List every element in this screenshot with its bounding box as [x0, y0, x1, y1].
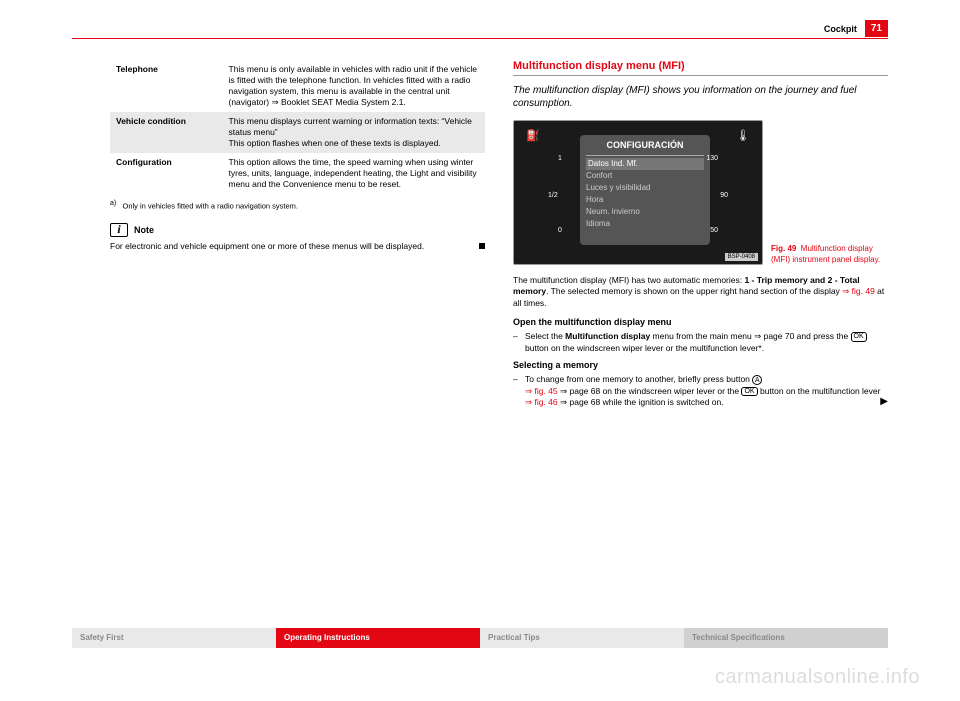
- menu-table: Telephone This menu is only available in…: [110, 60, 485, 194]
- screen-title: CONFIGURACIÓN: [586, 139, 704, 156]
- gauge-mark: 1: [558, 155, 562, 162]
- bullet-text: Select the Multifunction display menu fr…: [525, 331, 888, 354]
- screen-item: Confort: [586, 170, 704, 182]
- text: Select the: [525, 331, 565, 341]
- gauge-mark: 130: [706, 155, 718, 162]
- page-header: Cockpit 71: [824, 20, 888, 37]
- text: ⇒ page 68 while the ignition is switched…: [558, 397, 724, 407]
- end-marker-icon: [479, 243, 485, 249]
- bullet-dash: –: [513, 331, 525, 354]
- note-label: Note: [134, 225, 154, 235]
- footnote: a) Only in vehicles fitted with a radio …: [110, 200, 485, 211]
- fig-reference: ⇒ fig. 45: [525, 386, 558, 396]
- right-column: Multifunction display menu (MFI) The mul…: [513, 60, 888, 415]
- watermark: carmanualsonline.info: [715, 666, 920, 689]
- left-column: Telephone This menu is only available in…: [110, 60, 485, 415]
- bullet-item: – To change from one memory to another, …: [513, 374, 888, 408]
- footnote-text: Only in vehicles fitted with a radio nav…: [123, 202, 299, 211]
- table-val: This option allows the time, the speed w…: [223, 153, 486, 194]
- section-label: Cockpit: [824, 24, 865, 34]
- ok-button-icon: OK: [741, 387, 757, 397]
- note-text: For electronic and vehicle equipment one…: [110, 241, 485, 252]
- screen-item: Neum. invierno: [586, 206, 704, 218]
- table-row: Vehicle condition This menu displays cur…: [110, 112, 485, 153]
- sub-heading: Selecting a memory: [513, 360, 888, 370]
- figure-block: ⛽ 🌡 1 1/2 0 CONFIGURACIÓN Datos Ind. Mf.…: [513, 120, 888, 265]
- fuel-gauge: 1 1/2 0: [518, 127, 576, 257]
- text-bold: Multifunction display: [565, 331, 650, 341]
- screen-item: Idioma: [586, 218, 704, 230]
- display-screen: CONFIGURACIÓN Datos Ind. Mf. Confort Luc…: [580, 135, 710, 245]
- text: The multifunction display (MFI) has two …: [513, 275, 744, 285]
- bullet-text: To change from one memory to another, br…: [525, 374, 888, 408]
- paragraph: The multifunction display (MFI) has two …: [513, 275, 888, 309]
- section-intro: The multifunction display (MFI) shows yo…: [513, 84, 888, 110]
- bullet-item: – Select the Multifunction display menu …: [513, 331, 888, 354]
- text: menu from the main menu ⇒ page 70 and pr…: [650, 331, 850, 341]
- page-number: 71: [865, 20, 888, 37]
- footer-tab-operating[interactable]: Operating Instructions: [276, 628, 480, 648]
- text: button on the multifunction lever: [758, 386, 881, 396]
- footer-tab-safety[interactable]: Safety First: [72, 628, 276, 648]
- table-key: Telephone: [110, 60, 223, 112]
- fig-reference: ⇒ fig. 49: [842, 286, 875, 296]
- ok-button-icon: OK: [851, 332, 867, 342]
- image-ref-label: BSP-0408: [725, 253, 758, 261]
- screen-item: Datos Ind. Mf.: [586, 158, 704, 170]
- content: Telephone This menu is only available in…: [110, 60, 888, 415]
- figure-caption: Fig. 49 Multifunction display (MFI) inst…: [771, 244, 881, 265]
- table-val: This menu displays current warning or in…: [223, 112, 486, 153]
- footer-tab-technical[interactable]: Technical Specifications: [684, 628, 888, 648]
- sub-heading: Open the multifunction display menu: [513, 317, 888, 327]
- footer-tab-practical[interactable]: Practical Tips: [480, 628, 684, 648]
- caption-prefix: Fig. 49: [771, 244, 796, 253]
- table-val: This menu is only available in vehicles …: [223, 60, 486, 112]
- table-key: Vehicle condition: [110, 112, 223, 153]
- note-body: For electronic and vehicle equipment one…: [110, 241, 424, 251]
- text: ⇒ page 68 on the windscreen wiper lever …: [558, 386, 742, 396]
- footnote-mark: a): [110, 200, 116, 207]
- table-row: Telephone This menu is only available in…: [110, 60, 485, 112]
- fig-reference: ⇒ fig. 46: [525, 397, 558, 407]
- table-key: Configuration: [110, 153, 223, 194]
- section-heading: Multifunction display menu (MFI): [513, 60, 888, 76]
- text: . The selected memory is shown on the up…: [546, 286, 842, 296]
- bullet-dash: –: [513, 374, 525, 408]
- text: button on the windscreen wiper lever or …: [525, 343, 764, 353]
- text: To change from one memory to another, br…: [525, 374, 752, 384]
- a-button-icon: A: [752, 375, 762, 385]
- footer-nav: Safety First Operating Instructions Prac…: [72, 628, 888, 648]
- table-row: Configuration This option allows the tim…: [110, 153, 485, 194]
- screen-item: Luces y visibilidad: [586, 182, 704, 194]
- info-icon: i: [110, 223, 128, 237]
- continue-arrow-icon: ▶: [880, 395, 888, 409]
- gauge-mark: 90: [720, 192, 728, 199]
- note-heading: i Note: [110, 223, 485, 237]
- figure-image: ⛽ 🌡 1 1/2 0 CONFIGURACIÓN Datos Ind. Mf.…: [513, 120, 763, 265]
- gauge-mark: 0: [558, 227, 562, 234]
- gauge-mark: 50: [710, 227, 718, 234]
- header-rule: [72, 38, 888, 39]
- temp-gauge: 130 90 50: [700, 127, 758, 257]
- gauge-mark: 1/2: [548, 192, 558, 199]
- screen-item: Hora: [586, 194, 704, 206]
